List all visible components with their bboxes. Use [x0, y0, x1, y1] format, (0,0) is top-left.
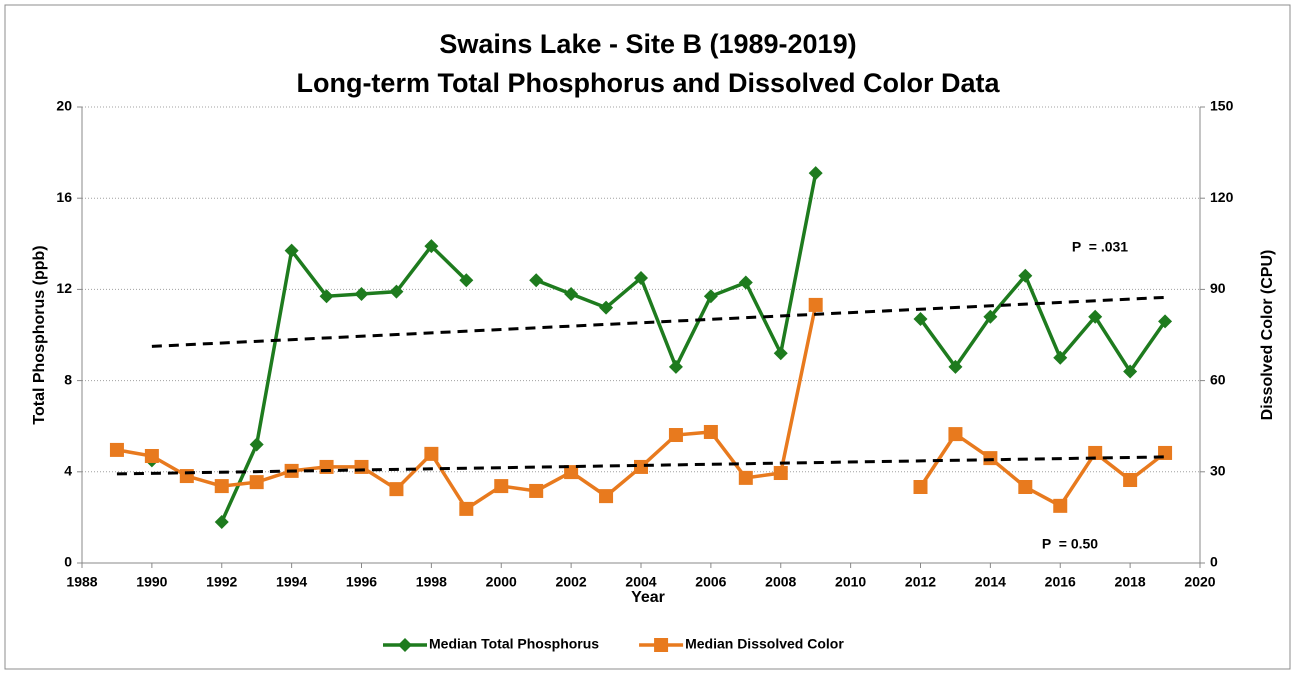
legend-label: Median Total Phosphorus — [429, 636, 599, 652]
marker — [668, 359, 683, 374]
y2-tick-label: 90 — [1210, 280, 1226, 296]
marker — [948, 427, 963, 442]
legend-label: Median Dissolved Color — [685, 636, 844, 652]
marker — [634, 459, 648, 474]
x-tick-label: 2018 — [1115, 574, 1146, 590]
marker — [1158, 314, 1173, 329]
x-tick-label: 2016 — [1045, 574, 1076, 590]
y-axis-title: Total Phosphorus (ppb) — [31, 245, 48, 424]
marker — [668, 428, 683, 443]
marker — [249, 437, 264, 452]
x-tick-label: 2006 — [695, 574, 726, 590]
chart-subtitle: Long-term Total Phosphorus and Dissolved… — [296, 68, 1000, 98]
marker — [738, 470, 753, 485]
legend-marker — [398, 638, 412, 652]
x-tick-label: 2008 — [765, 574, 796, 590]
y2-tick-label: 0 — [1210, 554, 1218, 570]
annotation: P = 0.50 — [1042, 536, 1098, 552]
chart-title: Swains Lake - Site B (1989-2019) — [439, 29, 856, 59]
y-tick-label: 4 — [64, 463, 72, 479]
marker — [529, 483, 544, 498]
x-tick-label: 2000 — [486, 574, 517, 590]
marker — [703, 424, 718, 439]
marker — [1123, 364, 1138, 379]
marker — [738, 275, 753, 290]
x-tick-label: 2014 — [975, 574, 1006, 590]
marker — [249, 475, 264, 490]
marker — [703, 289, 718, 304]
marker — [564, 286, 579, 301]
marker — [354, 286, 369, 301]
x-tick-label: 1994 — [276, 574, 307, 590]
trend-line — [116, 455, 1166, 476]
marker — [389, 482, 404, 497]
marker — [913, 312, 928, 327]
y-tick-label: 20 — [56, 98, 72, 114]
x-axis-title: Year — [631, 589, 665, 606]
marker — [1018, 268, 1033, 283]
marker — [599, 300, 614, 315]
y2-tick-label: 30 — [1210, 463, 1226, 479]
marker — [599, 489, 614, 504]
x-tick-label: 1998 — [416, 574, 447, 590]
marker — [1053, 350, 1068, 365]
marker — [214, 479, 229, 494]
y-tick-label: 12 — [56, 280, 72, 296]
marker — [773, 466, 788, 481]
marker — [529, 273, 544, 288]
marker — [424, 239, 439, 254]
legend-marker — [654, 638, 669, 652]
y2-tick-label: 60 — [1210, 371, 1226, 387]
marker — [1053, 498, 1068, 513]
y-tick-label: 16 — [56, 189, 72, 205]
marker — [564, 465, 579, 480]
y-tick-label: 0 — [64, 554, 72, 570]
marker — [948, 359, 963, 374]
y2-tick-label: 150 — [1210, 98, 1234, 114]
marker — [319, 289, 334, 304]
marker — [214, 514, 229, 529]
marker — [109, 442, 124, 457]
marker — [1018, 480, 1033, 494]
marker — [424, 446, 439, 461]
marker — [494, 479, 509, 494]
marker — [808, 166, 823, 181]
x-tick-label: 2012 — [905, 574, 936, 590]
x-tick-label: 2002 — [556, 574, 587, 590]
marker — [983, 451, 998, 466]
x-tick-label: 2004 — [625, 574, 656, 590]
marker — [1123, 473, 1138, 488]
marker — [808, 297, 823, 312]
y2-axis-title: Dissolved Color (CPU) — [1259, 250, 1276, 421]
x-tick-label: 2010 — [835, 574, 866, 590]
marker — [354, 459, 369, 474]
marker — [459, 501, 474, 516]
marker — [1088, 309, 1103, 324]
annotation: P = .031 — [1072, 239, 1128, 255]
marker — [144, 448, 159, 463]
marker — [1088, 445, 1103, 460]
y2-tick-label: 120 — [1210, 189, 1234, 205]
x-tick-label: 1990 — [136, 574, 167, 590]
marker — [284, 243, 299, 258]
marker — [179, 469, 194, 484]
marker — [634, 271, 648, 285]
x-tick-label: 1992 — [206, 574, 237, 590]
marker — [459, 273, 474, 288]
x-tick-label: 1996 — [346, 574, 377, 590]
marker — [913, 480, 928, 494]
marker — [773, 346, 788, 361]
x-tick-label: 1988 — [66, 574, 97, 590]
y-tick-label: 8 — [64, 371, 72, 387]
marker — [983, 309, 998, 324]
x-tick-label: 2020 — [1184, 574, 1215, 590]
chart-border — [4, 4, 1291, 670]
marker — [389, 284, 404, 299]
